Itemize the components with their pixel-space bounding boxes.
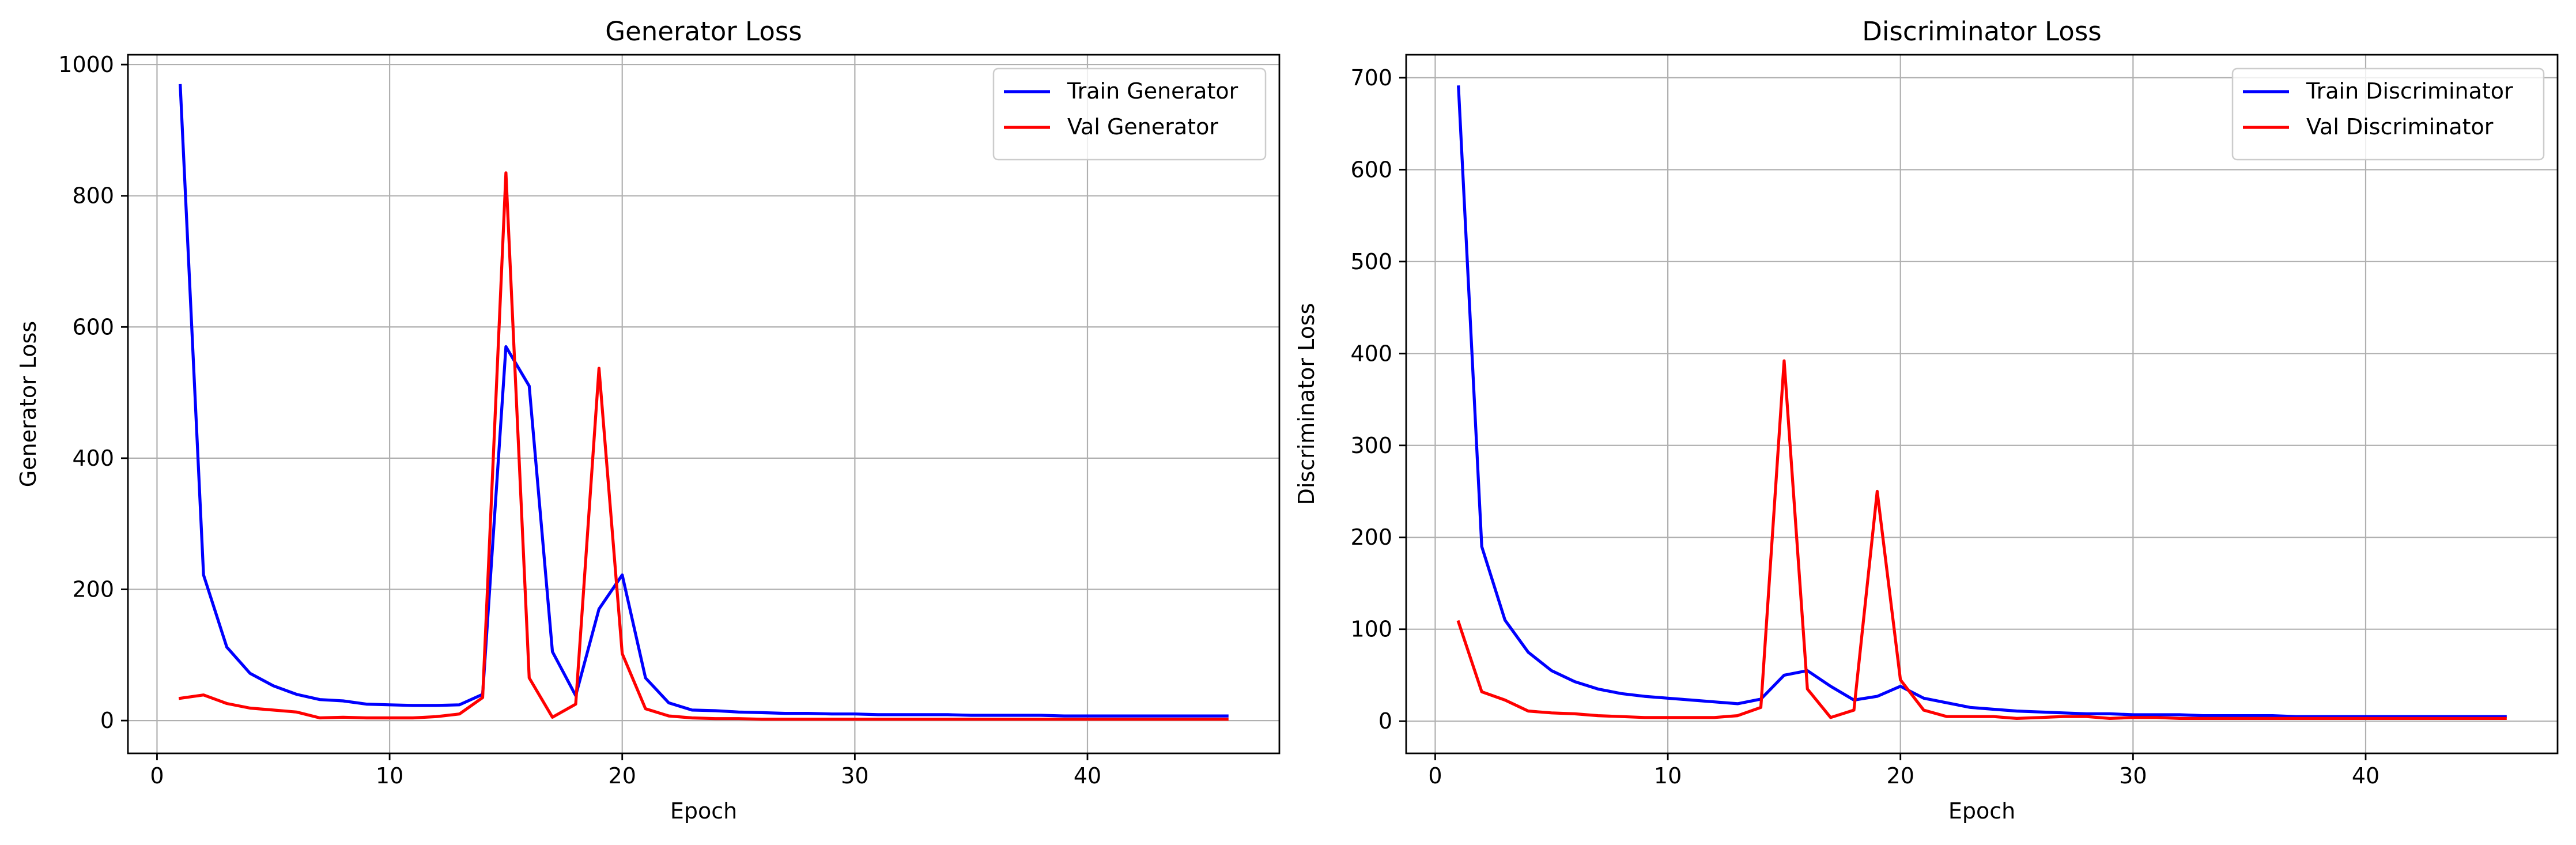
discriminator-y-tick-label: 400: [1350, 341, 1392, 366]
generator-y-axis-label: Generator Loss: [16, 321, 41, 487]
discriminator-y-tick-label: 600: [1350, 157, 1392, 182]
generator-y-tick-label: 200: [72, 576, 114, 602]
discriminator-y-tick-label: 200: [1350, 525, 1392, 550]
discriminator-chart-title: Discriminator Loss: [1862, 16, 2101, 47]
discriminator-chart: 0 10 20 30 400100200300400500600700Discrimin…: [1294, 16, 2559, 824]
discriminator-x-tick-label: 30: [2119, 763, 2147, 789]
generator-chart-title: Generator Loss: [605, 16, 802, 47]
discriminator-y-tick-label: 500: [1350, 249, 1392, 274]
generator-legend-box: [992, 67, 1267, 161]
generator-x-tick-label: 10: [376, 763, 403, 789]
generator-x-tick-label: 40: [1074, 763, 1101, 789]
generator-y-tick-label: 0: [100, 708, 114, 733]
generator-x-tick-label: 0: [150, 763, 164, 789]
discriminator-x-axis-label: Epoch: [1948, 798, 2015, 824]
generator-series-line-2: [178, 171, 1229, 721]
generator-y-tick-label: 400: [72, 446, 114, 471]
discriminator-series-line-2: [1456, 359, 2507, 720]
discriminator-x-tick-label: 10: [1654, 763, 1682, 789]
generator-legend: Train Generator Val Generator: [992, 67, 1267, 161]
discriminator-x-tick-label: 0: [1428, 763, 1442, 789]
generator-legend-label-2: Val Generator: [1067, 114, 1218, 139]
generator-y-tick-label: 800: [72, 183, 114, 209]
discriminator-legend-label-2: Val Discriminator: [2306, 114, 2494, 139]
generator-axes-frame: [127, 54, 1281, 755]
discriminator-legend-box: [2231, 67, 2545, 161]
discriminator-y-tick-label: 300: [1350, 433, 1392, 458]
generator-series-line-1: [179, 84, 1229, 718]
discriminator-y-tick-label: 0: [1378, 708, 1392, 734]
discriminator-x-tick-label: 20: [1887, 763, 1914, 789]
discriminator-y-tick-label: 700: [1350, 65, 1392, 90]
discriminator-axes-frame: [1405, 54, 2559, 755]
generator-legend-label-1: Train Generator: [1067, 78, 1238, 104]
discriminator-x-tick-label: 40: [2352, 763, 2379, 789]
generator-x-axis-label: Epoch: [670, 798, 737, 824]
discriminator-legend-label-1: Train Discriminator: [2306, 78, 2513, 104]
generator-x-tick-label: 30: [841, 763, 868, 789]
discriminator-legend: Train Discriminator Val Discriminator: [2231, 67, 2545, 161]
discriminator-series-line-1: [1457, 85, 2507, 718]
generator-x-tick-label: 20: [609, 763, 636, 789]
generator-y-tick-label: 600: [72, 314, 114, 339]
discriminator-y-axis-label: Discriminator Loss: [1294, 303, 1319, 506]
discriminator-y-tick-label: 100: [1350, 617, 1392, 642]
generator-y-tick-label: 1000: [58, 52, 114, 77]
